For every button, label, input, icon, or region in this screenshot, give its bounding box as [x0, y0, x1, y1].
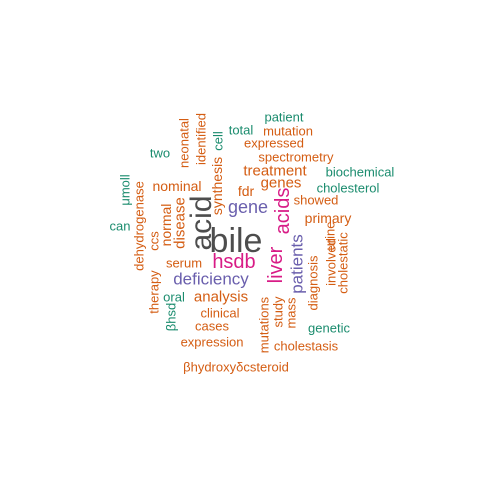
word-18: mutation [263, 123, 313, 139]
word-24: dehydrogenase [131, 181, 147, 271]
word-15: primary [304, 210, 352, 226]
word-44: cholesterol [316, 180, 380, 196]
word-29: expression [180, 334, 244, 350]
word-43: biochemical [325, 164, 395, 180]
word-21: fdr [237, 183, 255, 199]
word-9: disease [171, 197, 189, 249]
word-34: diagnosis [305, 255, 321, 311]
word-26: therapy [146, 270, 162, 314]
word-33: mass [283, 297, 299, 329]
word-3: liver [265, 246, 287, 284]
word-46: can [109, 218, 131, 234]
word-37: cholestatic [335, 232, 351, 294]
word-38: cholestasis [273, 338, 339, 354]
word-31: mutations [256, 296, 272, 354]
word-0: bile [209, 222, 263, 260]
word-23: serum [165, 255, 203, 271]
word-7: patients [287, 234, 307, 294]
word-8: analysis [193, 288, 249, 306]
word-49: genetic [308, 320, 350, 336]
word-5: gene [227, 197, 269, 217]
word-20: neonatal [176, 118, 192, 168]
word-13: synthesis [209, 156, 225, 216]
word-22: showed [293, 192, 339, 208]
word-6: deficiency [173, 269, 249, 289]
word-40: total [228, 122, 254, 138]
word-11: genes [260, 174, 302, 192]
word-48: βhsd [163, 302, 179, 332]
word-17: expressed [244, 135, 304, 151]
word-47: oral [163, 289, 185, 305]
word-4: acids [272, 187, 294, 235]
word-2: hsdb [212, 251, 256, 273]
word-45: μmoll [117, 174, 133, 206]
word-27: clinical [200, 305, 240, 321]
word-41: cell [210, 131, 226, 151]
word-19: identified [193, 112, 209, 166]
word-28: cases [195, 318, 229, 334]
word-30: βhydroxyδcsteroid [183, 359, 289, 375]
word-16: spectrometry [258, 149, 334, 165]
word-39: patient [264, 109, 304, 125]
word-12: nominal [152, 178, 202, 194]
word-10: treatment [243, 162, 307, 180]
word-25: ccs [146, 231, 162, 251]
word-42: two [149, 145, 171, 161]
